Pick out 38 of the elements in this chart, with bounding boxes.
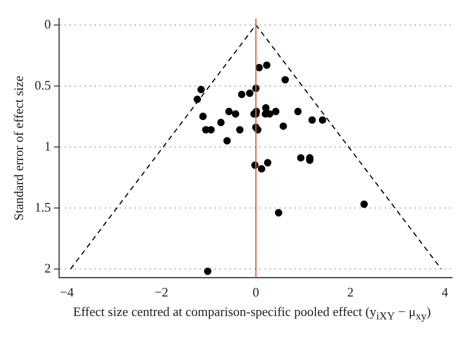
- point: [194, 96, 202, 104]
- point: [280, 122, 288, 130]
- y-tick-label: 1.5: [34, 199, 51, 214]
- point: [263, 61, 270, 69]
- point: [297, 154, 304, 162]
- y-tick-label: 0.5: [34, 77, 51, 92]
- x-axis-title: Effect size centred at comparison-specific pooled effect (y$_{iXY}$ − μ$_{xy}$): [72, 304, 432, 323]
- point: [238, 90, 246, 98]
- y-tick-label: 0: [44, 16, 51, 32]
- point: [232, 110, 240, 118]
- x-tick-label: −2: [154, 284, 168, 300]
- y-axis-title: Standard error of effect size: [11, 75, 26, 221]
- point: [204, 268, 212, 275]
- point: [274, 209, 282, 216]
- x-tick-label: −4: [60, 284, 74, 300]
- y-tick-label: 2: [44, 260, 51, 276]
- x-tick-label: 2: [347, 284, 354, 300]
- point: [246, 90, 254, 97]
- x-tick-label: 4: [442, 284, 449, 300]
- point: [294, 108, 302, 116]
- point: [264, 159, 272, 166]
- point: [225, 108, 233, 116]
- point: [258, 165, 266, 173]
- point: [256, 64, 263, 72]
- point: [262, 104, 270, 112]
- point: [197, 86, 205, 94]
- x-tick-label: 0: [252, 284, 260, 300]
- point: [308, 116, 316, 124]
- point: [236, 126, 244, 134]
- point: [199, 112, 207, 120]
- point: [223, 137, 231, 144]
- point: [360, 200, 368, 208]
- point: [281, 76, 289, 84]
- point: [207, 126, 215, 134]
- point: [217, 118, 225, 126]
- point: [272, 108, 280, 116]
- point: [318, 116, 326, 124]
- y-tick-label: 1: [44, 138, 51, 154]
